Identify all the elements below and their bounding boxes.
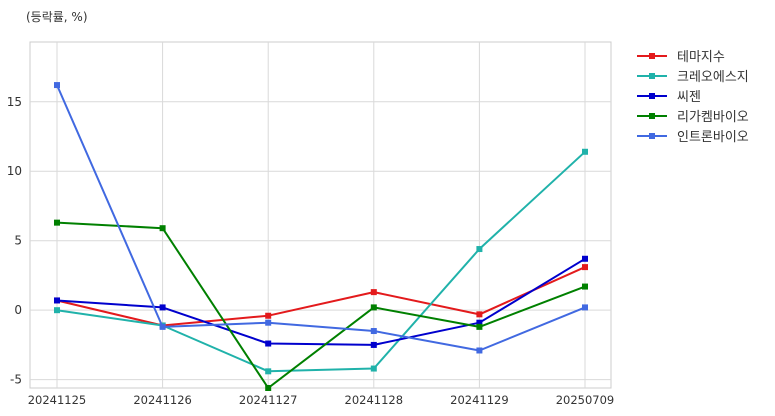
data-point	[582, 283, 588, 290]
legend-label: 인트론바이오	[677, 130, 749, 145]
x-tick-label: 20241126	[133, 393, 192, 407]
data-point	[476, 246, 483, 253]
data-point	[582, 304, 588, 311]
y-tick-label: 0	[14, 303, 22, 317]
data-point	[54, 219, 60, 226]
series-line	[56, 151, 586, 373]
y-tick-label: -5	[10, 373, 22, 387]
data-point	[582, 148, 588, 155]
legend-marker	[649, 93, 655, 99]
plot-area	[29, 41, 612, 389]
data-point	[370, 341, 377, 348]
y-tick-label: 15	[7, 95, 22, 109]
x-tick-label: 20241128	[345, 393, 404, 407]
legend-item: 크레오에스지	[637, 70, 749, 85]
series-4	[54, 219, 588, 391]
series-5	[54, 82, 588, 354]
series-line	[56, 221, 586, 389]
series-3	[54, 255, 588, 348]
data-point	[54, 297, 60, 304]
legend-label: 테마지수	[677, 50, 725, 65]
data-point	[370, 365, 377, 372]
data-point	[265, 319, 272, 326]
data-point	[159, 323, 166, 330]
legend-item: 씨젠	[637, 90, 701, 105]
legend-item: 테마지수	[637, 50, 725, 65]
series-line	[56, 266, 586, 327]
legend-marker	[649, 113, 655, 119]
data-point	[370, 304, 377, 311]
series-line	[56, 257, 586, 346]
data-point	[582, 264, 588, 271]
legend-marker	[649, 133, 655, 139]
data-point	[370, 289, 377, 296]
data-point	[159, 304, 166, 311]
x-tick-label: 20250709	[556, 393, 615, 407]
legend-marker	[649, 73, 655, 79]
x-tick-label: 20241127	[239, 393, 298, 407]
data-point	[265, 368, 272, 375]
series-line	[56, 84, 586, 352]
legend-item: 리가켐바이오	[637, 110, 749, 125]
y-tick-label: 10	[7, 164, 22, 178]
legend-label: 크레오에스지	[677, 70, 749, 85]
unit-label: (등락률, %)	[26, 10, 88, 24]
legend-marker	[649, 53, 655, 59]
data-point	[476, 347, 483, 354]
data-point	[476, 323, 483, 330]
data-point	[476, 311, 483, 318]
data-point	[54, 307, 60, 314]
data-point	[54, 82, 60, 89]
data-point	[582, 255, 588, 262]
legend-item: 인트론바이오	[637, 130, 749, 145]
y-tick-label: 5	[14, 234, 22, 248]
x-tick-label: 20241125	[28, 393, 87, 407]
legend-label: 씨젠	[677, 90, 701, 105]
data-point	[370, 328, 377, 335]
data-point	[476, 319, 483, 326]
data-point	[265, 340, 272, 347]
x-tick-label: 20241129	[450, 393, 509, 407]
legend-label: 리가켐바이오	[677, 110, 749, 125]
data-point	[265, 312, 272, 319]
data-point	[159, 225, 166, 232]
data-point	[265, 385, 272, 391]
